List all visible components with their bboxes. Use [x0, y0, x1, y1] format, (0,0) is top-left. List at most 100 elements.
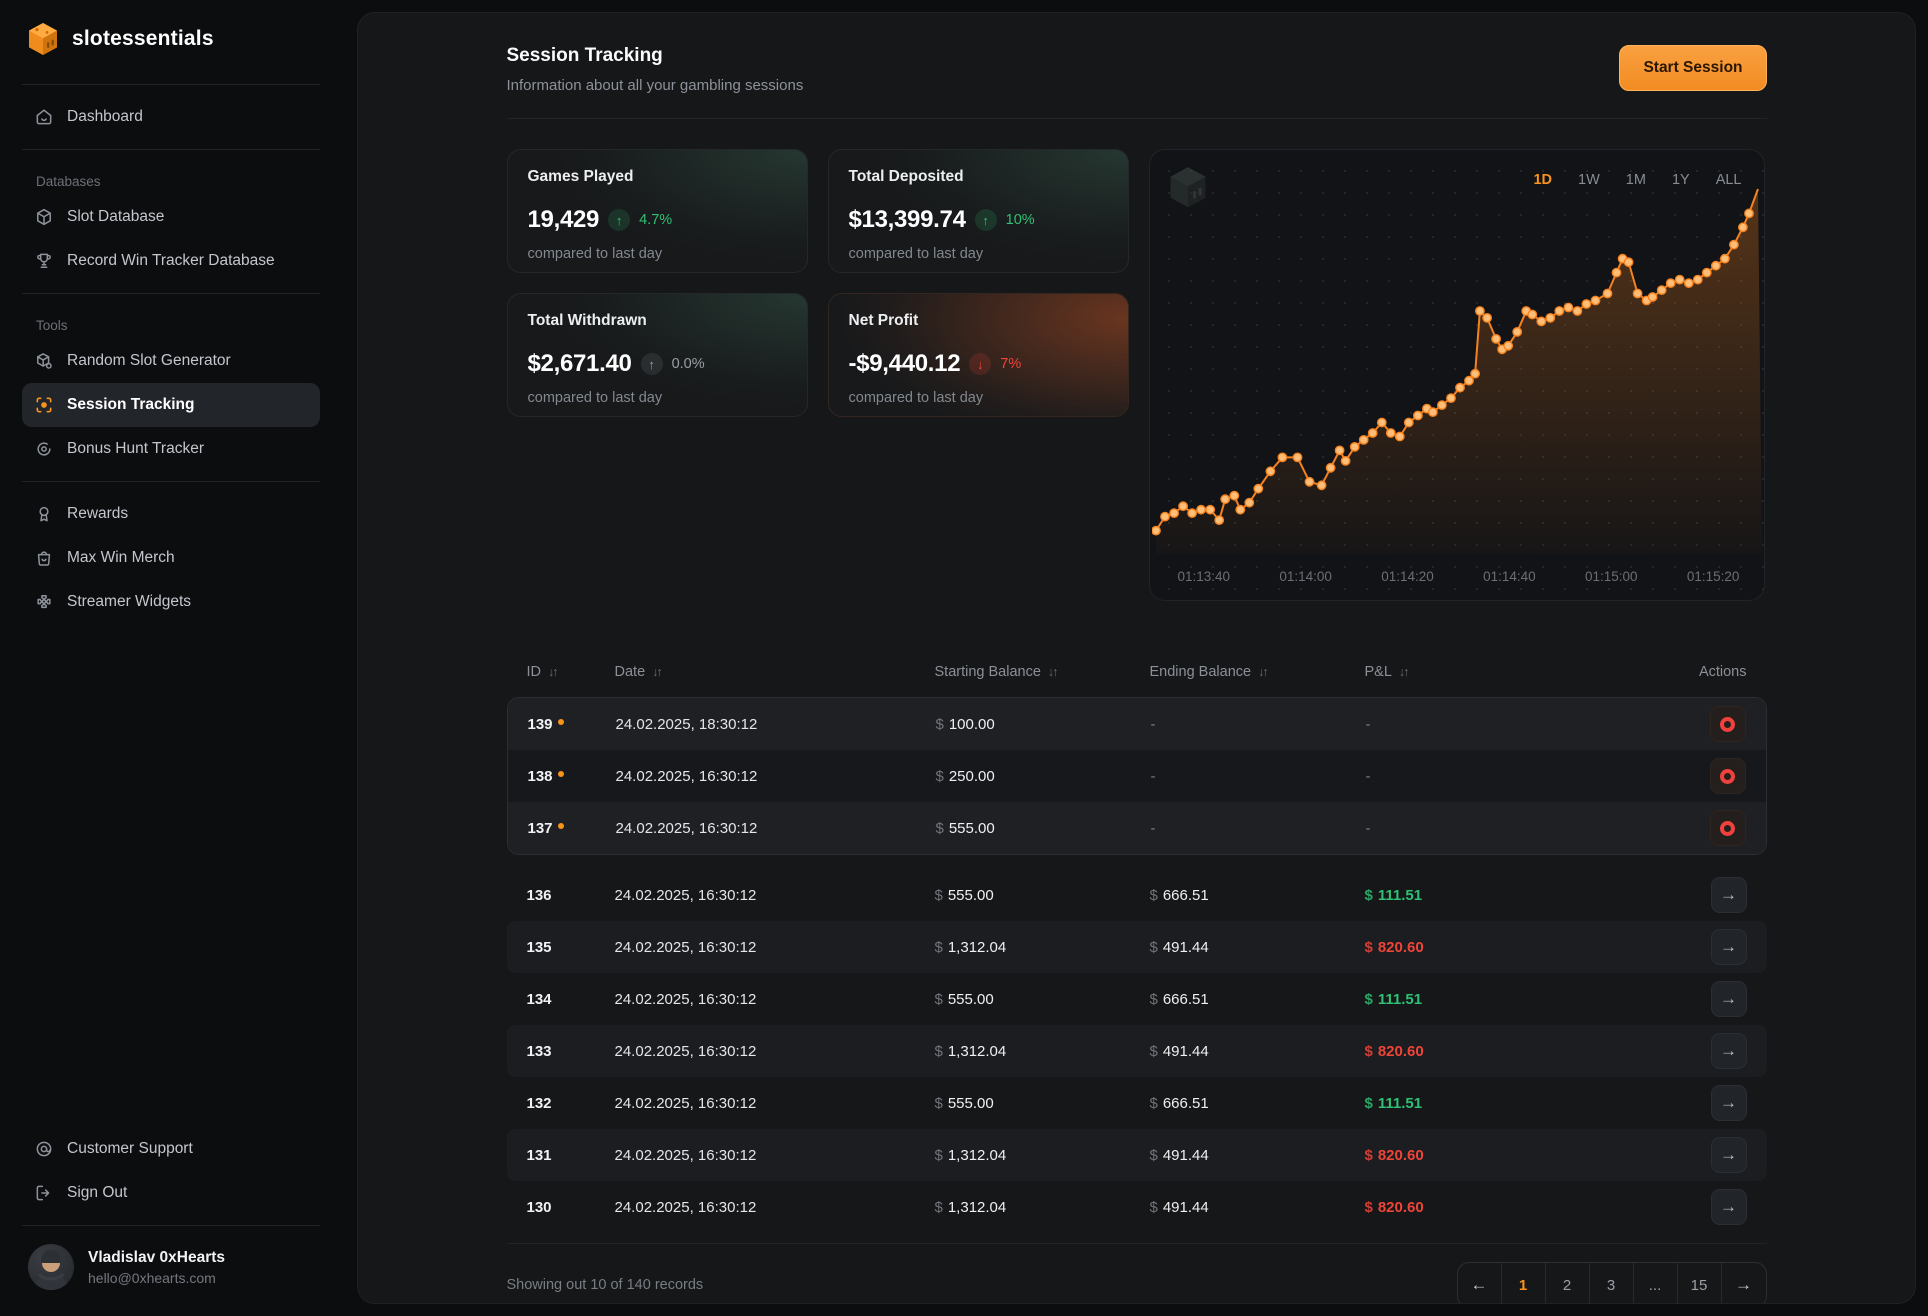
- stat-note: compared to last day: [848, 246, 984, 262]
- column-header-date[interactable]: Date ↓↑: [614, 664, 663, 680]
- sort-icon: ↓↑: [548, 665, 558, 679]
- sidebar-item-label: Random Slot Generator: [67, 352, 231, 369]
- open-session-button[interactable]: →: [1710, 1189, 1747, 1225]
- stat-value: 19,429: [527, 206, 600, 233]
- range-button-1m[interactable]: 1M: [1625, 172, 1646, 188]
- sidebar-item-record-win-tracker[interactable]: Record Win Tracker Database: [22, 239, 320, 283]
- table-row[interactable]: 130 24.02.2025, 16:30:12 $1,312.04 $491.…: [507, 1181, 1767, 1233]
- table-row[interactable]: 137 24.02.2025, 16:30:12 $555.00 - -: [507, 802, 1766, 854]
- table-row[interactable]: 134 24.02.2025, 16:30:12 $555.00 $666.51…: [507, 973, 1767, 1025]
- ending-balance: $491.44: [1149, 1042, 1209, 1060]
- table-row[interactable]: 135 24.02.2025, 16:30:12 $1,312.04 $491.…: [506, 921, 1767, 973]
- sidebar-item-dashboard[interactable]: Dashboard: [22, 95, 320, 139]
- sidebar-item-label: Slot Database: [67, 208, 165, 225]
- open-session-button[interactable]: →: [1710, 929, 1747, 965]
- column-header-pnl[interactable]: P&L ↓↑: [1364, 664, 1410, 680]
- open-session-button[interactable]: →: [1710, 1137, 1747, 1173]
- page-header: Session Tracking Information about all y…: [507, 45, 1767, 94]
- pnl-value: $820.60: [1364, 1198, 1424, 1216]
- open-session-button[interactable]: →: [1710, 877, 1747, 913]
- trophy-icon: [34, 251, 54, 271]
- table-header-row: ID ↓↑ Date ↓↑ Starting Balance ↓↑ Ending Ba…: [507, 651, 1767, 693]
- range-button-1d[interactable]: 1D: [1533, 172, 1553, 188]
- x-axis-tick: 01:15:00: [1585, 569, 1638, 584]
- balance-line-chart: [1151, 188, 1762, 554]
- focus-scan-icon: [34, 395, 54, 415]
- range-button-all[interactable]: ALL: [1715, 172, 1742, 188]
- session-date: 24.02.2025, 16:30:12: [614, 1094, 757, 1112]
- divider: [22, 84, 320, 85]
- divider: [506, 118, 1767, 119]
- session-id: 138: [528, 768, 616, 785]
- session-date: 24.02.2025, 16:30:12: [614, 886, 757, 904]
- table-row[interactable]: 136 24.02.2025, 16:30:12 $555.00 $666.51…: [507, 869, 1767, 921]
- sort-icon: ↓↑: [1047, 665, 1058, 679]
- sidebar-item-customer-support[interactable]: Customer Support: [22, 1127, 320, 1171]
- page-button-1[interactable]: 1: [1502, 1263, 1546, 1303]
- stop-session-button[interactable]: [1709, 706, 1746, 742]
- stat-note: compared to last day: [848, 390, 984, 406]
- user-card[interactable]: Vladislav 0xHearts hello@0xhearts.com: [22, 1236, 320, 1290]
- x-axis-tick: 01:14:00: [1279, 569, 1332, 584]
- sidebar-item-sign-out[interactable]: Sign Out: [22, 1171, 320, 1215]
- sidebar-item-session-tracking[interactable]: Session Tracking: [22, 383, 320, 427]
- starting-balance: $555.00: [935, 819, 995, 837]
- open-session-button[interactable]: →: [1710, 981, 1747, 1017]
- column-header-ending-balance[interactable]: Ending Balance ↓↑: [1149, 664, 1269, 680]
- stat-title: Total Withdrawn: [527, 312, 647, 329]
- stop-session-button[interactable]: [1709, 758, 1746, 794]
- next-page-button[interactable]: →: [1735, 1275, 1752, 1294]
- page-button-15[interactable]: 15: [1678, 1263, 1722, 1303]
- dice-cube-icon: [34, 351, 54, 371]
- cube-icon: [34, 207, 54, 227]
- chart-range-group: 1D 1W 1M 1Y ALL: [1533, 172, 1741, 188]
- stat-delta: 4.7%: [639, 212, 673, 228]
- previous-page-button[interactable]: ←: [1458, 1263, 1502, 1303]
- home-icon: [34, 107, 54, 127]
- open-session-button[interactable]: →: [1710, 1033, 1747, 1069]
- page-ellipsis[interactable]: ...: [1634, 1263, 1678, 1303]
- table-row[interactable]: 132 24.02.2025, 16:30:12 $555.00 $666.51…: [507, 1077, 1767, 1129]
- table-row[interactable]: 133 24.02.2025, 16:30:12 $1,312.04 $491.…: [506, 1025, 1767, 1077]
- sidebar-item-random-slot-generator[interactable]: Random Slot Generator: [22, 339, 320, 383]
- table-row[interactable]: 138 24.02.2025, 16:30:12 $250.00 - -: [507, 750, 1766, 802]
- range-button-1w[interactable]: 1W: [1578, 172, 1600, 188]
- x-axis-tick: 01:14:40: [1483, 569, 1536, 584]
- session-date: 24.02.2025, 16:30:12: [615, 819, 758, 837]
- column-header-id[interactable]: ID ↓↑: [526, 664, 559, 680]
- stat-delta: 7%: [1000, 356, 1022, 372]
- open-session-button[interactable]: →: [1710, 1085, 1747, 1121]
- stop-session-button[interactable]: [1709, 810, 1746, 846]
- column-header-actions: Actions: [1698, 664, 1747, 680]
- sidebar-item-bonus-hunt-tracker[interactable]: Bonus Hunt Tracker: [22, 427, 320, 471]
- stat-card-total-withdrawn: Total Withdrawn $2,671.40 ↑ 0.0% compare…: [506, 293, 808, 417]
- section-label-tools: Tools: [36, 318, 68, 333]
- table-row[interactable]: 131 24.02.2025, 16:30:12 $1,312.04 $491.…: [506, 1129, 1767, 1181]
- page-button-2[interactable]: 2: [1546, 1263, 1590, 1303]
- pnl-value: $820.60: [1364, 1146, 1424, 1164]
- sidebar-item-max-win-merch[interactable]: Max Win Merch: [22, 536, 320, 580]
- column-header-starting-balance[interactable]: Starting Balance ↓↑: [934, 664, 1059, 680]
- brand[interactable]: slotessentials: [22, 22, 320, 56]
- sidebar-item-rewards[interactable]: Rewards: [22, 492, 320, 536]
- start-session-button[interactable]: Start Session: [1619, 45, 1767, 91]
- pnl-value: $820.60: [1364, 938, 1424, 956]
- page-button-3[interactable]: 3: [1590, 1263, 1634, 1303]
- sidebar-item-label: Session Tracking: [67, 396, 195, 413]
- range-button-1y[interactable]: 1Y: [1671, 172, 1690, 188]
- sort-icon: ↓↑: [1398, 665, 1409, 679]
- stat-value: -$9,440.12: [848, 350, 961, 377]
- stat-title: Net Profit: [848, 312, 919, 329]
- stop-record-icon: [1720, 820, 1735, 836]
- session-id: 132: [526, 1094, 552, 1112]
- ending-balance: $491.44: [1149, 1198, 1209, 1216]
- logout-icon: [34, 1183, 54, 1203]
- arrow-right-icon: →: [1720, 1145, 1737, 1164]
- arrow-right-icon: →: [1720, 1093, 1737, 1112]
- pnl-value: $111.51: [1364, 1094, 1423, 1112]
- sidebar-item-slot-database[interactable]: Slot Database: [22, 195, 320, 239]
- table-row[interactable]: 139 24.02.2025, 18:30:12 $100.00 - -: [507, 698, 1766, 750]
- starting-balance: $555.00: [934, 886, 994, 904]
- session-id: 131: [526, 1146, 552, 1164]
- sidebar-item-streamer-widgets[interactable]: Streamer Widgets: [22, 580, 320, 624]
